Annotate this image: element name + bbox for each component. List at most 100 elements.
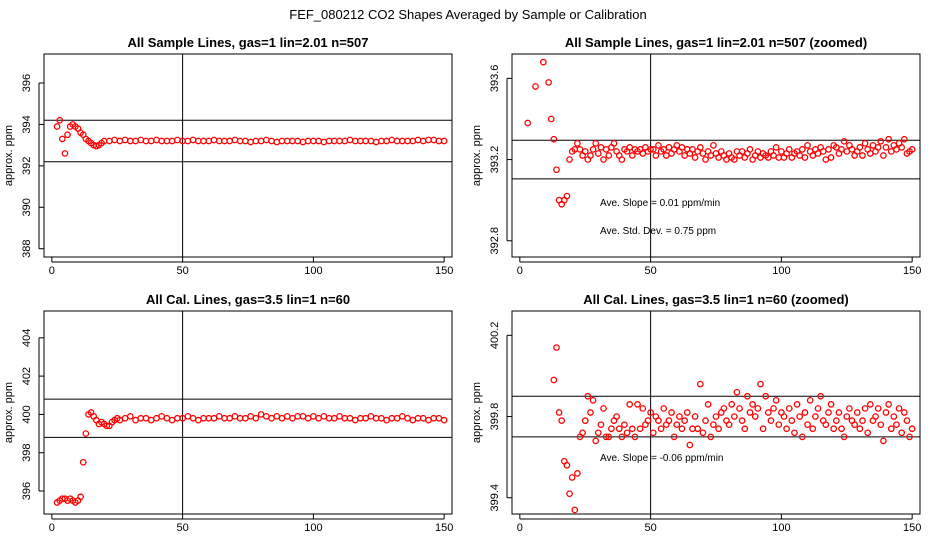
panel-title: All Sample Lines, gas=1 lin=2.01 n=507 (…: [565, 35, 867, 50]
data-point: [880, 152, 887, 159]
data-point: [880, 437, 887, 445]
data-point: [908, 425, 916, 433]
data-point: [558, 417, 566, 424]
data-point: [736, 405, 743, 412]
data-point: [890, 413, 898, 420]
x-tick-label: 0: [49, 522, 55, 534]
data-point: [579, 429, 586, 437]
data-point: [827, 401, 835, 408]
data-point: [877, 137, 885, 145]
data-point: [885, 135, 892, 143]
data-point: [58, 135, 66, 143]
data-point: [566, 156, 573, 163]
plot-frame: [511, 310, 921, 515]
data-point: [602, 433, 610, 441]
data-point: [772, 144, 780, 151]
data-point: [660, 405, 668, 412]
data-point: [649, 146, 657, 153]
y-tick-label: 396: [21, 482, 33, 500]
data-point: [555, 409, 563, 416]
data-point: [710, 421, 717, 429]
data-point: [79, 458, 87, 466]
data-point: [584, 392, 592, 400]
data-point: [885, 401, 892, 408]
data-point: [715, 425, 722, 433]
data-point: [804, 142, 811, 149]
data-point: [840, 433, 848, 441]
y-tick-label: 393.2: [489, 146, 501, 174]
x-tick-label: 100: [772, 265, 790, 277]
x-tick-label: 0: [517, 522, 523, 534]
data-point: [793, 401, 801, 408]
data-point: [730, 413, 738, 420]
y-tick-label: 388: [21, 240, 33, 258]
data-point: [825, 409, 832, 416]
data-point: [757, 380, 764, 388]
data-point: [574, 139, 581, 147]
data-point: [730, 156, 738, 163]
data-point: [772, 396, 780, 404]
data-point: [887, 425, 895, 433]
x-tick-label: 50: [176, 265, 188, 277]
data-point: [908, 146, 916, 153]
data-point: [694, 425, 702, 433]
x-tick-label: 50: [644, 265, 656, 277]
data-points: [53, 116, 448, 157]
data-point: [791, 429, 798, 437]
x-tick-label: 150: [435, 265, 453, 277]
data-point: [861, 139, 869, 147]
data-point: [550, 135, 558, 143]
data-point: [615, 425, 623, 433]
data-point: [636, 425, 644, 433]
data-point: [639, 405, 647, 412]
data-point: [665, 417, 673, 424]
data-point: [111, 136, 118, 144]
data-point: [859, 152, 866, 159]
y-tick-label: 393.6: [489, 65, 501, 93]
data-point: [707, 433, 715, 441]
data-point: [770, 405, 777, 412]
data-point: [903, 417, 911, 424]
data-point: [780, 413, 788, 420]
data-point: [574, 470, 581, 477]
x-tick-label: 150: [903, 265, 921, 277]
x-tick-label: 100: [304, 522, 322, 534]
data-point: [268, 137, 275, 145]
y-axis-label: approx. ppm: [3, 382, 15, 443]
data-point: [388, 136, 396, 144]
data-point: [801, 154, 809, 161]
figure-title: FEF_080212 CO2 Shapes Averaged by Sample…: [289, 7, 646, 22]
data-point: [524, 119, 532, 127]
data-point: [621, 421, 628, 429]
data-point: [563, 461, 571, 469]
data-point: [691, 154, 699, 161]
data-point: [796, 413, 804, 420]
data-point: [704, 401, 712, 408]
data-point: [853, 409, 861, 416]
data-point: [581, 417, 589, 424]
chart-panel-1: All Sample Lines, gas=1 lin=2.01 n=507 0 5…: [3, 35, 453, 277]
data-point: [749, 401, 756, 408]
data-point: [712, 413, 720, 420]
data-point: [798, 146, 806, 153]
x-tick-label: 0: [517, 265, 523, 277]
data-point: [900, 409, 908, 416]
data-point: [681, 417, 688, 424]
data-point: [798, 433, 806, 441]
data-point: [56, 116, 64, 124]
data-point: [759, 425, 767, 433]
y-tick-label: 392: [21, 157, 33, 175]
data-points: [53, 409, 448, 506]
data-point: [61, 150, 69, 157]
data-point: [589, 396, 597, 404]
data-point: [733, 388, 741, 396]
data-point: [189, 136, 197, 144]
data-point: [247, 138, 254, 146]
data-point: [746, 409, 754, 416]
data-point: [767, 417, 775, 424]
data-point: [589, 146, 597, 153]
data-point: [783, 425, 790, 433]
data-point: [597, 421, 605, 429]
data-point: [814, 405, 822, 412]
